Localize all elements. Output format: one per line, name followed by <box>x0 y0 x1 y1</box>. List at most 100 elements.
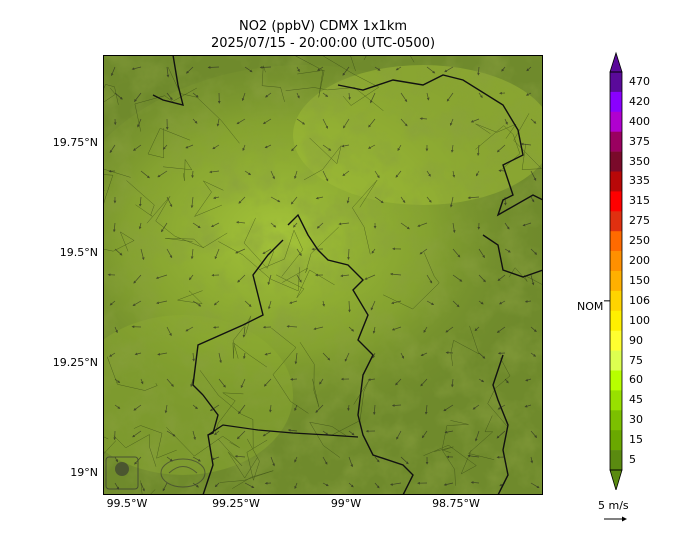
colorbar-segment <box>610 450 622 471</box>
wind-vector <box>420 352 428 357</box>
wind-vector <box>348 300 351 313</box>
municipal-boundary <box>146 196 205 249</box>
wind-vector <box>294 456 298 463</box>
wind-vector <box>446 92 454 102</box>
wind-vector <box>133 404 142 411</box>
wind-vector <box>211 456 220 461</box>
wind-vector <box>478 274 486 283</box>
wind-vector <box>364 274 376 280</box>
wind-vector <box>296 118 306 125</box>
municipal-boundary <box>423 444 477 475</box>
wind-vector <box>214 482 220 488</box>
wind-vector <box>134 352 142 356</box>
colorbar-segment <box>610 350 622 371</box>
wind-vector <box>166 456 173 462</box>
wind-vector <box>235 248 246 254</box>
wind-vector <box>236 430 246 440</box>
wind-vector <box>390 482 402 486</box>
wind-vector <box>470 118 480 123</box>
colorbar-tick-label: 335 <box>629 174 650 188</box>
wind-vector <box>270 196 281 203</box>
municipal-boundary <box>259 229 304 277</box>
wind-vector <box>264 352 272 356</box>
x-tick-label: 99.5°W <box>106 497 148 510</box>
wind-vector <box>322 430 329 436</box>
wind-vector <box>530 456 534 464</box>
wind-vector <box>449 196 454 208</box>
wind-vector <box>501 66 506 72</box>
wind-vector <box>368 118 376 128</box>
wind-vector <box>426 300 435 306</box>
wind-vector <box>522 222 532 227</box>
wind-vector <box>395 170 402 178</box>
wind-vector <box>344 352 350 362</box>
municipal-boundaries <box>103 55 543 495</box>
wind-vector <box>322 352 331 361</box>
wind-vector <box>426 66 436 74</box>
wind-vector <box>237 274 246 283</box>
wind-vector <box>190 378 194 388</box>
state-boundary-southwest <box>207 424 359 438</box>
state-boundary-north <box>152 55 543 217</box>
colorbar-segment <box>610 310 622 331</box>
colorbar-segment <box>610 410 622 431</box>
wind-vector <box>530 482 540 489</box>
wind-vector <box>371 248 376 254</box>
y-tick-label: 19°N <box>70 466 98 479</box>
municipal-boundary <box>441 420 469 453</box>
wind-vector <box>420 378 428 387</box>
wind-vector <box>138 222 142 230</box>
wind-vector <box>244 170 252 176</box>
wind-vector <box>214 430 220 436</box>
wind-vector <box>114 326 118 334</box>
wind-vector <box>216 118 220 127</box>
wind-vector <box>315 196 324 200</box>
municipal-boundary <box>126 180 155 217</box>
wind-vector <box>524 404 532 408</box>
wind-vector <box>218 352 222 364</box>
municipal-boundary <box>103 84 119 105</box>
municipal-boundary <box>295 55 325 98</box>
wind-vector <box>114 248 123 256</box>
wind-vector <box>426 92 430 101</box>
wind-vector <box>467 196 480 200</box>
municipal-boundary <box>475 123 517 139</box>
municipal-boundary <box>285 87 384 111</box>
wind-vector <box>192 300 202 307</box>
wind-vector <box>294 482 298 490</box>
colorbar-segment <box>610 211 622 232</box>
wind-vector <box>322 92 329 98</box>
nom-label: NOM <box>577 300 604 313</box>
wind-vector <box>114 92 123 100</box>
wind-vector <box>374 482 380 489</box>
colorbar-tick-label: 100 <box>629 313 650 327</box>
wind-vector <box>270 456 275 467</box>
wind-vector <box>133 274 142 284</box>
map-title-line2: 2025/07/15 - 20:00:00 (UTC-0500) <box>210 36 436 51</box>
wind-vector <box>138 196 142 207</box>
wind-vector <box>445 326 454 333</box>
wind-vector <box>530 274 535 286</box>
colorbar-tick-label: 375 <box>629 134 650 148</box>
wind-vector <box>390 272 402 276</box>
wind-vector <box>348 430 355 436</box>
wind-vector <box>313 326 324 331</box>
wind-vector <box>372 326 376 334</box>
wind-vector <box>209 170 220 174</box>
wind-vector <box>367 144 376 149</box>
wind-vector <box>338 222 350 226</box>
wind-vector <box>400 222 410 230</box>
wind-vector <box>114 482 120 490</box>
wind-vector <box>218 378 226 388</box>
wind-vector <box>450 144 454 153</box>
wind-vector <box>294 404 298 412</box>
wind-vector <box>452 248 461 258</box>
wind-vector <box>444 430 454 434</box>
wind-vector <box>238 196 246 204</box>
municipal-boundary <box>243 217 275 269</box>
wind-vector <box>477 66 480 76</box>
wind-vector <box>140 482 145 492</box>
wind-vector <box>112 222 116 233</box>
municipal-boundary <box>103 87 116 129</box>
colorbar-tick-label: 150 <box>629 273 650 287</box>
